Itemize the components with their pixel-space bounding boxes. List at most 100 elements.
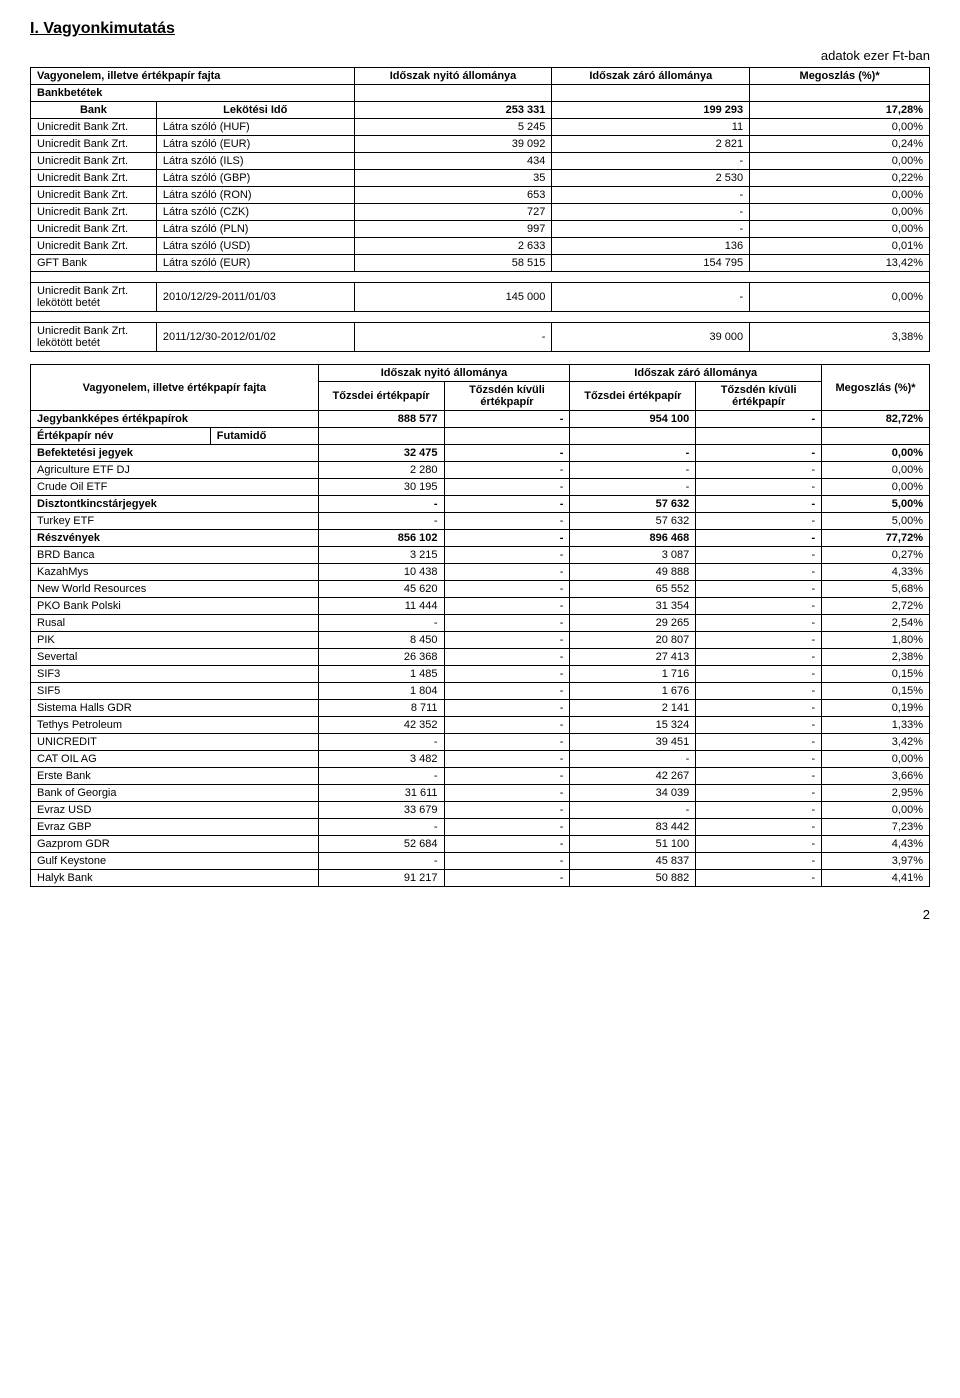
table-row-c3: 45 837 — [570, 853, 696, 870]
table-row-c1: - — [318, 513, 444, 530]
table-row-c5: 5,00% — [822, 513, 930, 530]
table-row-c1: 2 280 — [318, 462, 444, 479]
table-row-c4: - — [696, 462, 822, 479]
table-row-c2: - — [444, 632, 570, 649]
table-row-kind: Látra szóló (HUF) — [156, 119, 354, 136]
th-zaro: Időszak záró állománya — [552, 68, 750, 85]
lek1-v2: - — [552, 283, 750, 312]
table-row-kind: Látra szóló (PLN) — [156, 221, 354, 238]
table-row-c3: 34 039 — [570, 785, 696, 802]
table-row-c5: 0,15% — [822, 666, 930, 683]
table-row-c4: - — [696, 530, 822, 547]
table-row-name: Severtal — [31, 649, 319, 666]
table-row-c3: 42 267 — [570, 768, 696, 785]
table-row-c4: - — [696, 496, 822, 513]
table-row-name: Részvények — [31, 530, 319, 547]
table-row-c4: - — [696, 853, 822, 870]
table-row-c3: 3 087 — [570, 547, 696, 564]
table-row-c2: - — [444, 717, 570, 734]
table-row-c1: 1 485 — [318, 666, 444, 683]
lek2-v2: 39 000 — [552, 323, 750, 352]
table-row-c2: - — [444, 462, 570, 479]
lek1-v3: 0,00% — [750, 283, 930, 312]
table-row-c4: - — [696, 632, 822, 649]
table-row-c2: - — [444, 598, 570, 615]
table-row-c3: 65 552 — [570, 581, 696, 598]
table-row-c5: 7,23% — [822, 819, 930, 836]
sum-c2: 199 293 — [552, 102, 750, 119]
table-row-c5: 0,27% — [822, 547, 930, 564]
table-row-c2: - — [444, 581, 570, 598]
table-row-c2: - — [444, 700, 570, 717]
table-row-c1: 45 620 — [318, 581, 444, 598]
table-row-name: Evraz GBP — [31, 819, 319, 836]
table-row-c4: - — [696, 683, 822, 700]
table-row-c2: - — [444, 853, 570, 870]
table-row-c2: - — [444, 683, 570, 700]
table-row-c1: - — [318, 768, 444, 785]
table-row-name: BRD Banca — [31, 547, 319, 564]
table-row-v2: - — [552, 153, 750, 170]
table-row-c1: 52 684 — [318, 836, 444, 853]
table-row-c3: 31 354 — [570, 598, 696, 615]
table-row-c1: 1 804 — [318, 683, 444, 700]
table-row-name: Gulf Keystone — [31, 853, 319, 870]
lek2-kind: 2011/12/30-2012/01/02 — [156, 323, 354, 352]
table-row-name: KazahMys — [31, 564, 319, 581]
table-row-c2: - — [444, 615, 570, 632]
table-row-c5: 0,00% — [822, 462, 930, 479]
table-row-c2: - — [444, 564, 570, 581]
table-row-name: CAT OIL AG — [31, 751, 319, 768]
table-row-c5: 0,00% — [822, 802, 930, 819]
table-row-c3: 2 141 — [570, 700, 696, 717]
table-row-name: Tethys Petroleum — [31, 717, 319, 734]
table-row-c5: 1,80% — [822, 632, 930, 649]
table-row-c5: 0,15% — [822, 683, 930, 700]
table-row-v3: 0,00% — [750, 119, 930, 136]
table-row-kind: Látra szóló (CZK) — [156, 204, 354, 221]
table-row-c1: 11 444 — [318, 598, 444, 615]
table-row-c3: 57 632 — [570, 513, 696, 530]
table-row-c3: 57 632 — [570, 496, 696, 513]
table-row-c4: - — [696, 581, 822, 598]
bt-tozsdei1: Tőzsdei értékpapír — [318, 382, 444, 411]
table-row-c1: 8 711 — [318, 700, 444, 717]
bottom-table: Vagyonelem, illetve értékpapír fajta Idő… — [30, 364, 930, 887]
table-row-c5: 3,42% — [822, 734, 930, 751]
bt-zaro: Időszak záró állománya — [570, 365, 822, 382]
empty-cell — [570, 428, 696, 445]
table-row-kind: Látra szóló (EUR) — [156, 255, 354, 272]
table-row-name: Bank of Georgia — [31, 785, 319, 802]
table-row-c5: 2,95% — [822, 785, 930, 802]
table-row-c3: 1 676 — [570, 683, 696, 700]
table-row-v2: - — [552, 204, 750, 221]
empty-cell — [552, 85, 750, 102]
table-row-v2: 11 — [552, 119, 750, 136]
table-row-c4: - — [696, 564, 822, 581]
table-row-c5: 0,00% — [822, 751, 930, 768]
jegy-c2: - — [444, 411, 570, 428]
table-row-c1: - — [318, 734, 444, 751]
table-row-c5: 3,66% — [822, 768, 930, 785]
table-row-v1: 2 633 — [354, 238, 552, 255]
table-row-v2: 154 795 — [552, 255, 750, 272]
th-vagyonelem: Vagyonelem, illetve értékpapír fajta — [31, 68, 355, 85]
table-row-v1: 39 092 — [354, 136, 552, 153]
sum-c1: 253 331 — [354, 102, 552, 119]
table-row-kind: Látra szóló (RON) — [156, 187, 354, 204]
table-row-c4: - — [696, 819, 822, 836]
table-row-c1: 33 679 — [318, 802, 444, 819]
table-row-c5: 1,33% — [822, 717, 930, 734]
table-row-name: New World Resources — [31, 581, 319, 598]
table-row-name: Crude Oil ETF — [31, 479, 319, 496]
table-row-c3: 50 882 — [570, 870, 696, 887]
table-row-bank: GFT Bank — [31, 255, 157, 272]
table-row-c5: 3,97% — [822, 853, 930, 870]
table-row-c2: - — [444, 666, 570, 683]
table-row-c2: - — [444, 768, 570, 785]
table-row-c2: - — [444, 836, 570, 853]
table-row-c4: - — [696, 513, 822, 530]
table-row-name: Gazprom GDR — [31, 836, 319, 853]
table-row-c2: - — [444, 734, 570, 751]
table-row-v3: 0,01% — [750, 238, 930, 255]
